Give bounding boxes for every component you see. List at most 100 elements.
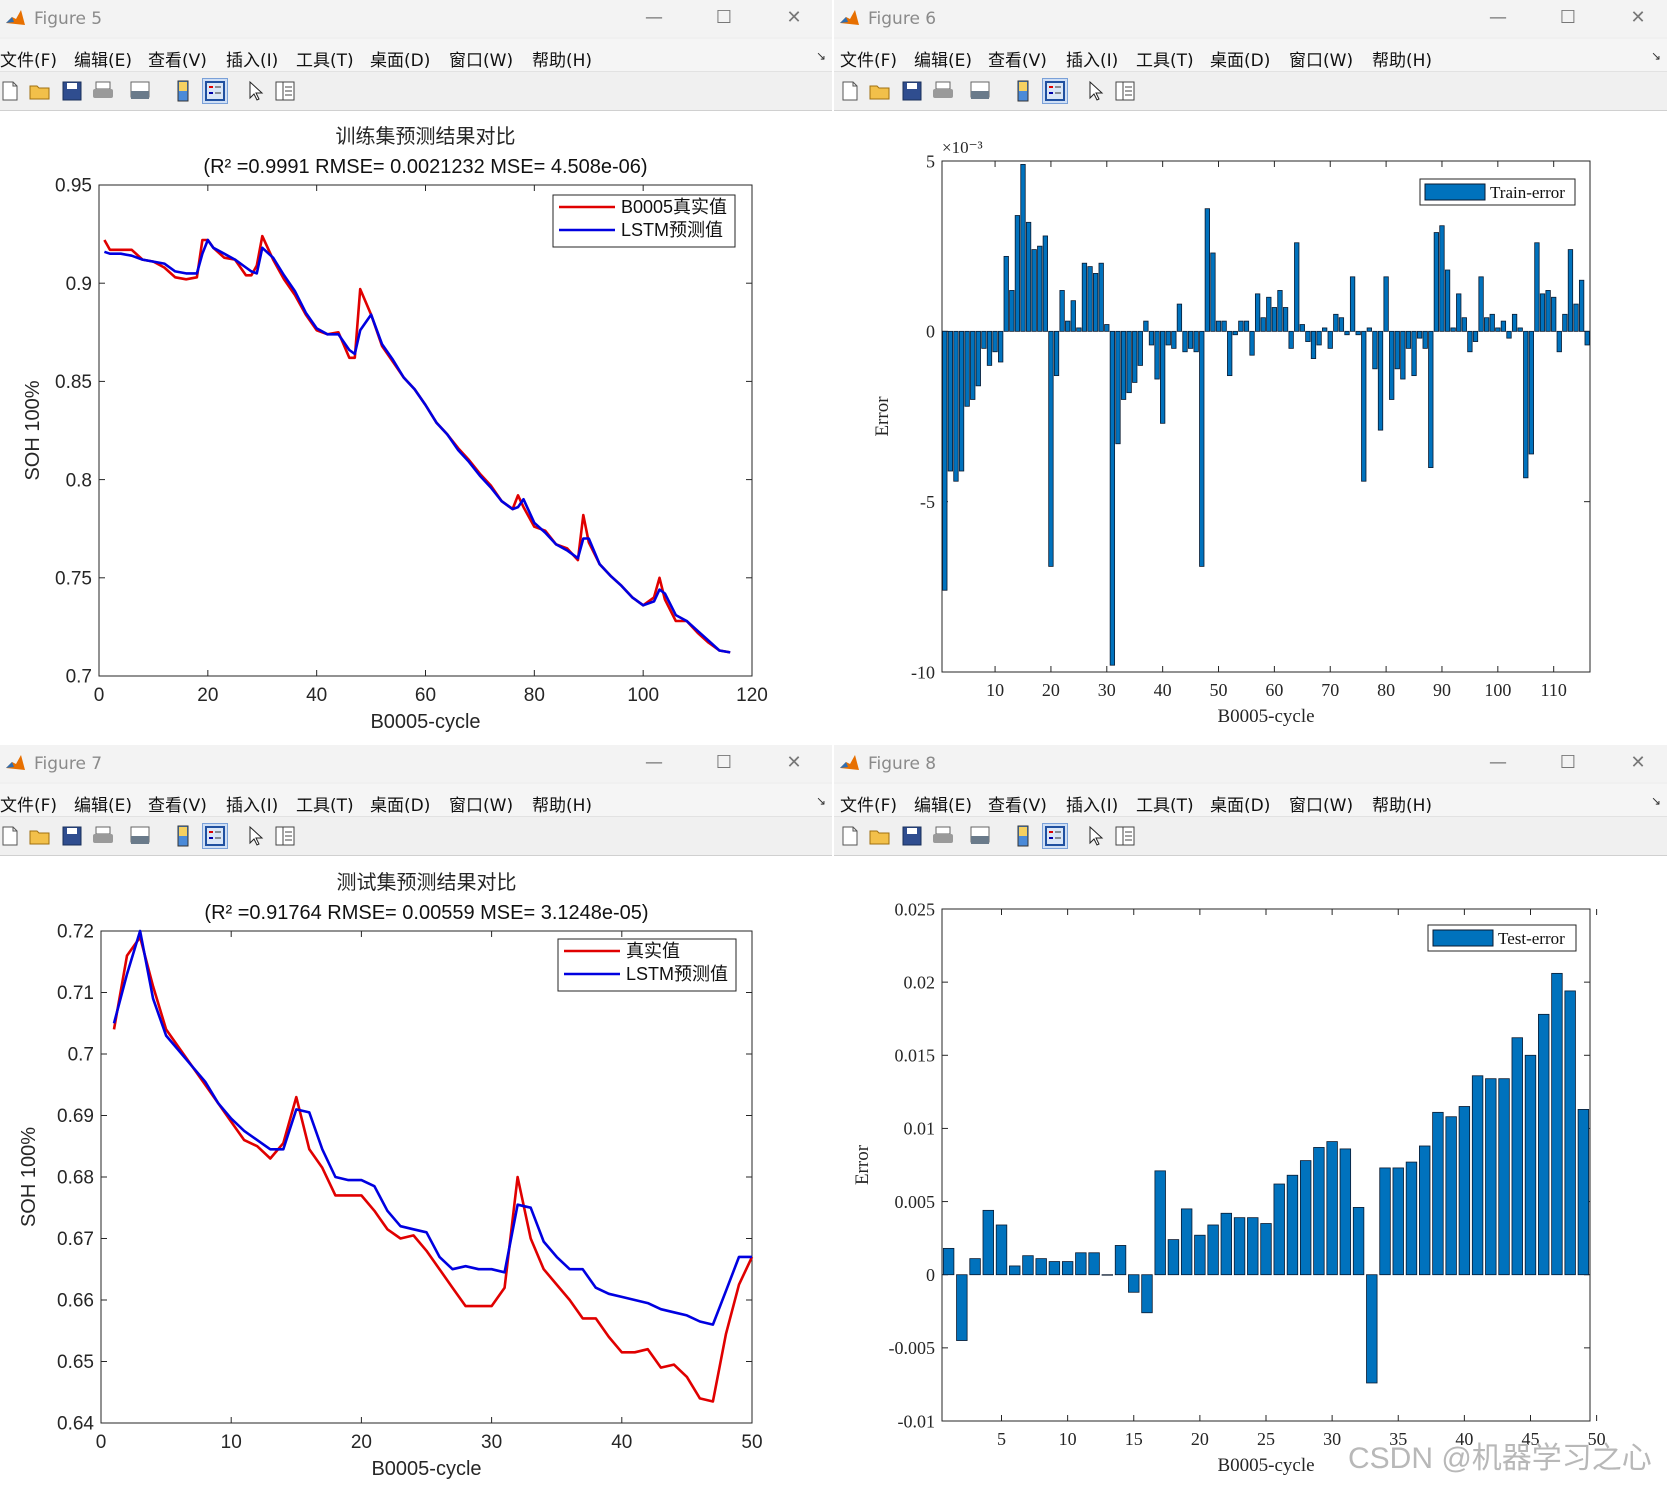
link-axes-icon[interactable] (1011, 824, 1035, 848)
save-icon[interactable] (60, 824, 84, 848)
print-icon[interactable] (91, 824, 115, 848)
title-bar[interactable]: Figure 5 — ☐ ✕ (0, 0, 832, 37)
property-inspector-icon[interactable] (273, 79, 297, 103)
title-bar[interactable]: Figure 6 — ☐ ✕ (834, 0, 1667, 37)
menu-file[interactable]: 文件(F) (840, 51, 898, 71)
pointer-icon[interactable] (1083, 824, 1107, 848)
minimize-button[interactable]: — (1489, 7, 1507, 28)
pointer-icon[interactable] (243, 824, 267, 848)
menu-tools[interactable]: 工具(T) (1136, 51, 1194, 71)
insert-legend-icon[interactable] (202, 78, 228, 104)
maximize-button[interactable]: ☐ (715, 7, 733, 28)
x-tick-label: 35 (1389, 1429, 1407, 1449)
print-preview-icon[interactable] (128, 79, 152, 103)
close-button[interactable]: ✕ (1630, 752, 1646, 773)
link-axes-icon[interactable] (171, 824, 195, 848)
open-file-icon[interactable] (28, 824, 52, 848)
new-figure-icon[interactable] (838, 824, 862, 848)
new-figure-icon[interactable] (0, 79, 22, 103)
menu-desktop[interactable]: 桌面(D) (1210, 51, 1271, 71)
menu-tools[interactable]: 工具(T) (1136, 796, 1194, 816)
open-file-icon[interactable] (868, 824, 892, 848)
menu-insert[interactable]: 插入(I) (226, 51, 279, 71)
y-tick-label: 0.015 (895, 1046, 936, 1066)
minimize-button[interactable]: — (645, 7, 663, 28)
property-inspector-icon[interactable] (1113, 824, 1137, 848)
print-preview-icon[interactable] (128, 824, 152, 848)
close-button[interactable]: ✕ (786, 7, 802, 28)
print-preview-icon[interactable] (968, 824, 992, 848)
minimize-button[interactable]: — (645, 752, 663, 773)
menu-file[interactable]: 文件(F) (840, 796, 898, 816)
pointer-icon[interactable] (243, 79, 267, 103)
dock-arrow-icon[interactable]: ↘ (1650, 794, 1661, 808)
menu-help[interactable]: 帮助(H) (532, 796, 593, 816)
menu-edit[interactable]: 编辑(E) (914, 51, 973, 71)
menu-edit[interactable]: 编辑(E) (74, 796, 133, 816)
y-tick-label: 0.68 (57, 1168, 94, 1189)
menu-edit[interactable]: 编辑(E) (74, 51, 133, 71)
y-tick-label: 0.85 (55, 372, 92, 393)
link-axes-icon[interactable] (171, 79, 195, 103)
menu-insert[interactable]: 插入(I) (1066, 796, 1119, 816)
maximize-button[interactable]: ☐ (1559, 752, 1577, 773)
error-bar (1528, 330, 1534, 455)
menu-window[interactable]: 窗口(W) (449, 51, 514, 71)
menu-window[interactable]: 窗口(W) (1289, 796, 1354, 816)
menu-window[interactable]: 窗口(W) (1289, 51, 1354, 71)
menu-insert[interactable]: 插入(I) (226, 796, 279, 816)
print-icon[interactable] (931, 79, 955, 103)
x-tick-label: 10 (986, 680, 1004, 700)
print-icon[interactable] (91, 79, 115, 103)
minimize-button[interactable]: — (1489, 752, 1507, 773)
insert-legend-icon[interactable] (1042, 823, 1068, 849)
menu-window[interactable]: 窗口(W) (449, 796, 514, 816)
title-bar[interactable]: Figure 8 — ☐ ✕ (834, 745, 1667, 782)
error-bar (1478, 276, 1484, 332)
menu-file[interactable]: 文件(F) (0, 51, 58, 71)
close-button[interactable]: ✕ (786, 752, 802, 773)
error-bar (1065, 320, 1071, 332)
open-file-icon[interactable] (868, 79, 892, 103)
maximize-button[interactable]: ☐ (715, 752, 733, 773)
link-axes-icon[interactable] (1011, 79, 1035, 103)
dock-arrow-icon[interactable]: ↘ (815, 794, 826, 808)
dock-arrow-icon[interactable]: ↘ (1650, 49, 1661, 63)
print-icon[interactable] (931, 824, 955, 848)
property-inspector-icon[interactable] (1113, 79, 1137, 103)
menu-help[interactable]: 帮助(H) (1372, 796, 1433, 816)
menu-tools[interactable]: 工具(T) (296, 796, 354, 816)
menu-edit[interactable]: 编辑(E) (914, 796, 973, 816)
error-bar (1556, 330, 1562, 353)
menu-view[interactable]: 查看(V) (988, 796, 1047, 816)
menu-view[interactable]: 查看(V) (148, 51, 207, 71)
open-file-icon[interactable] (28, 79, 52, 103)
print-preview-icon[interactable] (968, 79, 992, 103)
save-icon[interactable] (60, 79, 84, 103)
dock-arrow-icon[interactable]: ↘ (815, 49, 826, 63)
menu-view[interactable]: 查看(V) (988, 51, 1047, 71)
menu-desktop[interactable]: 桌面(D) (1210, 796, 1271, 816)
insert-legend-icon[interactable] (1042, 78, 1068, 104)
menu-file[interactable]: 文件(F) (0, 796, 58, 816)
property-inspector-icon[interactable] (273, 824, 297, 848)
menu-tools[interactable]: 工具(T) (296, 51, 354, 71)
save-icon[interactable] (900, 824, 924, 848)
menu-help[interactable]: 帮助(H) (532, 51, 593, 71)
title-bar[interactable]: Figure 7 — ☐ ✕ (0, 745, 832, 782)
menu-insert[interactable]: 插入(I) (1066, 51, 1119, 71)
close-button[interactable]: ✕ (1630, 7, 1646, 28)
error-bar (982, 1209, 994, 1276)
maximize-button[interactable]: ☐ (1559, 7, 1577, 28)
new-figure-icon[interactable] (838, 79, 862, 103)
save-icon[interactable] (900, 79, 924, 103)
menu-help[interactable]: 帮助(H) (1372, 51, 1433, 71)
menu-desktop[interactable]: 桌面(D) (370, 796, 431, 816)
pointer-icon[interactable] (1083, 79, 1107, 103)
new-figure-icon[interactable] (0, 824, 22, 848)
error-bar (1031, 249, 1037, 332)
menu-view[interactable]: 查看(V) (148, 796, 207, 816)
error-bar (1511, 313, 1518, 332)
menu-desktop[interactable]: 桌面(D) (370, 51, 431, 71)
insert-legend-icon[interactable] (202, 823, 228, 849)
